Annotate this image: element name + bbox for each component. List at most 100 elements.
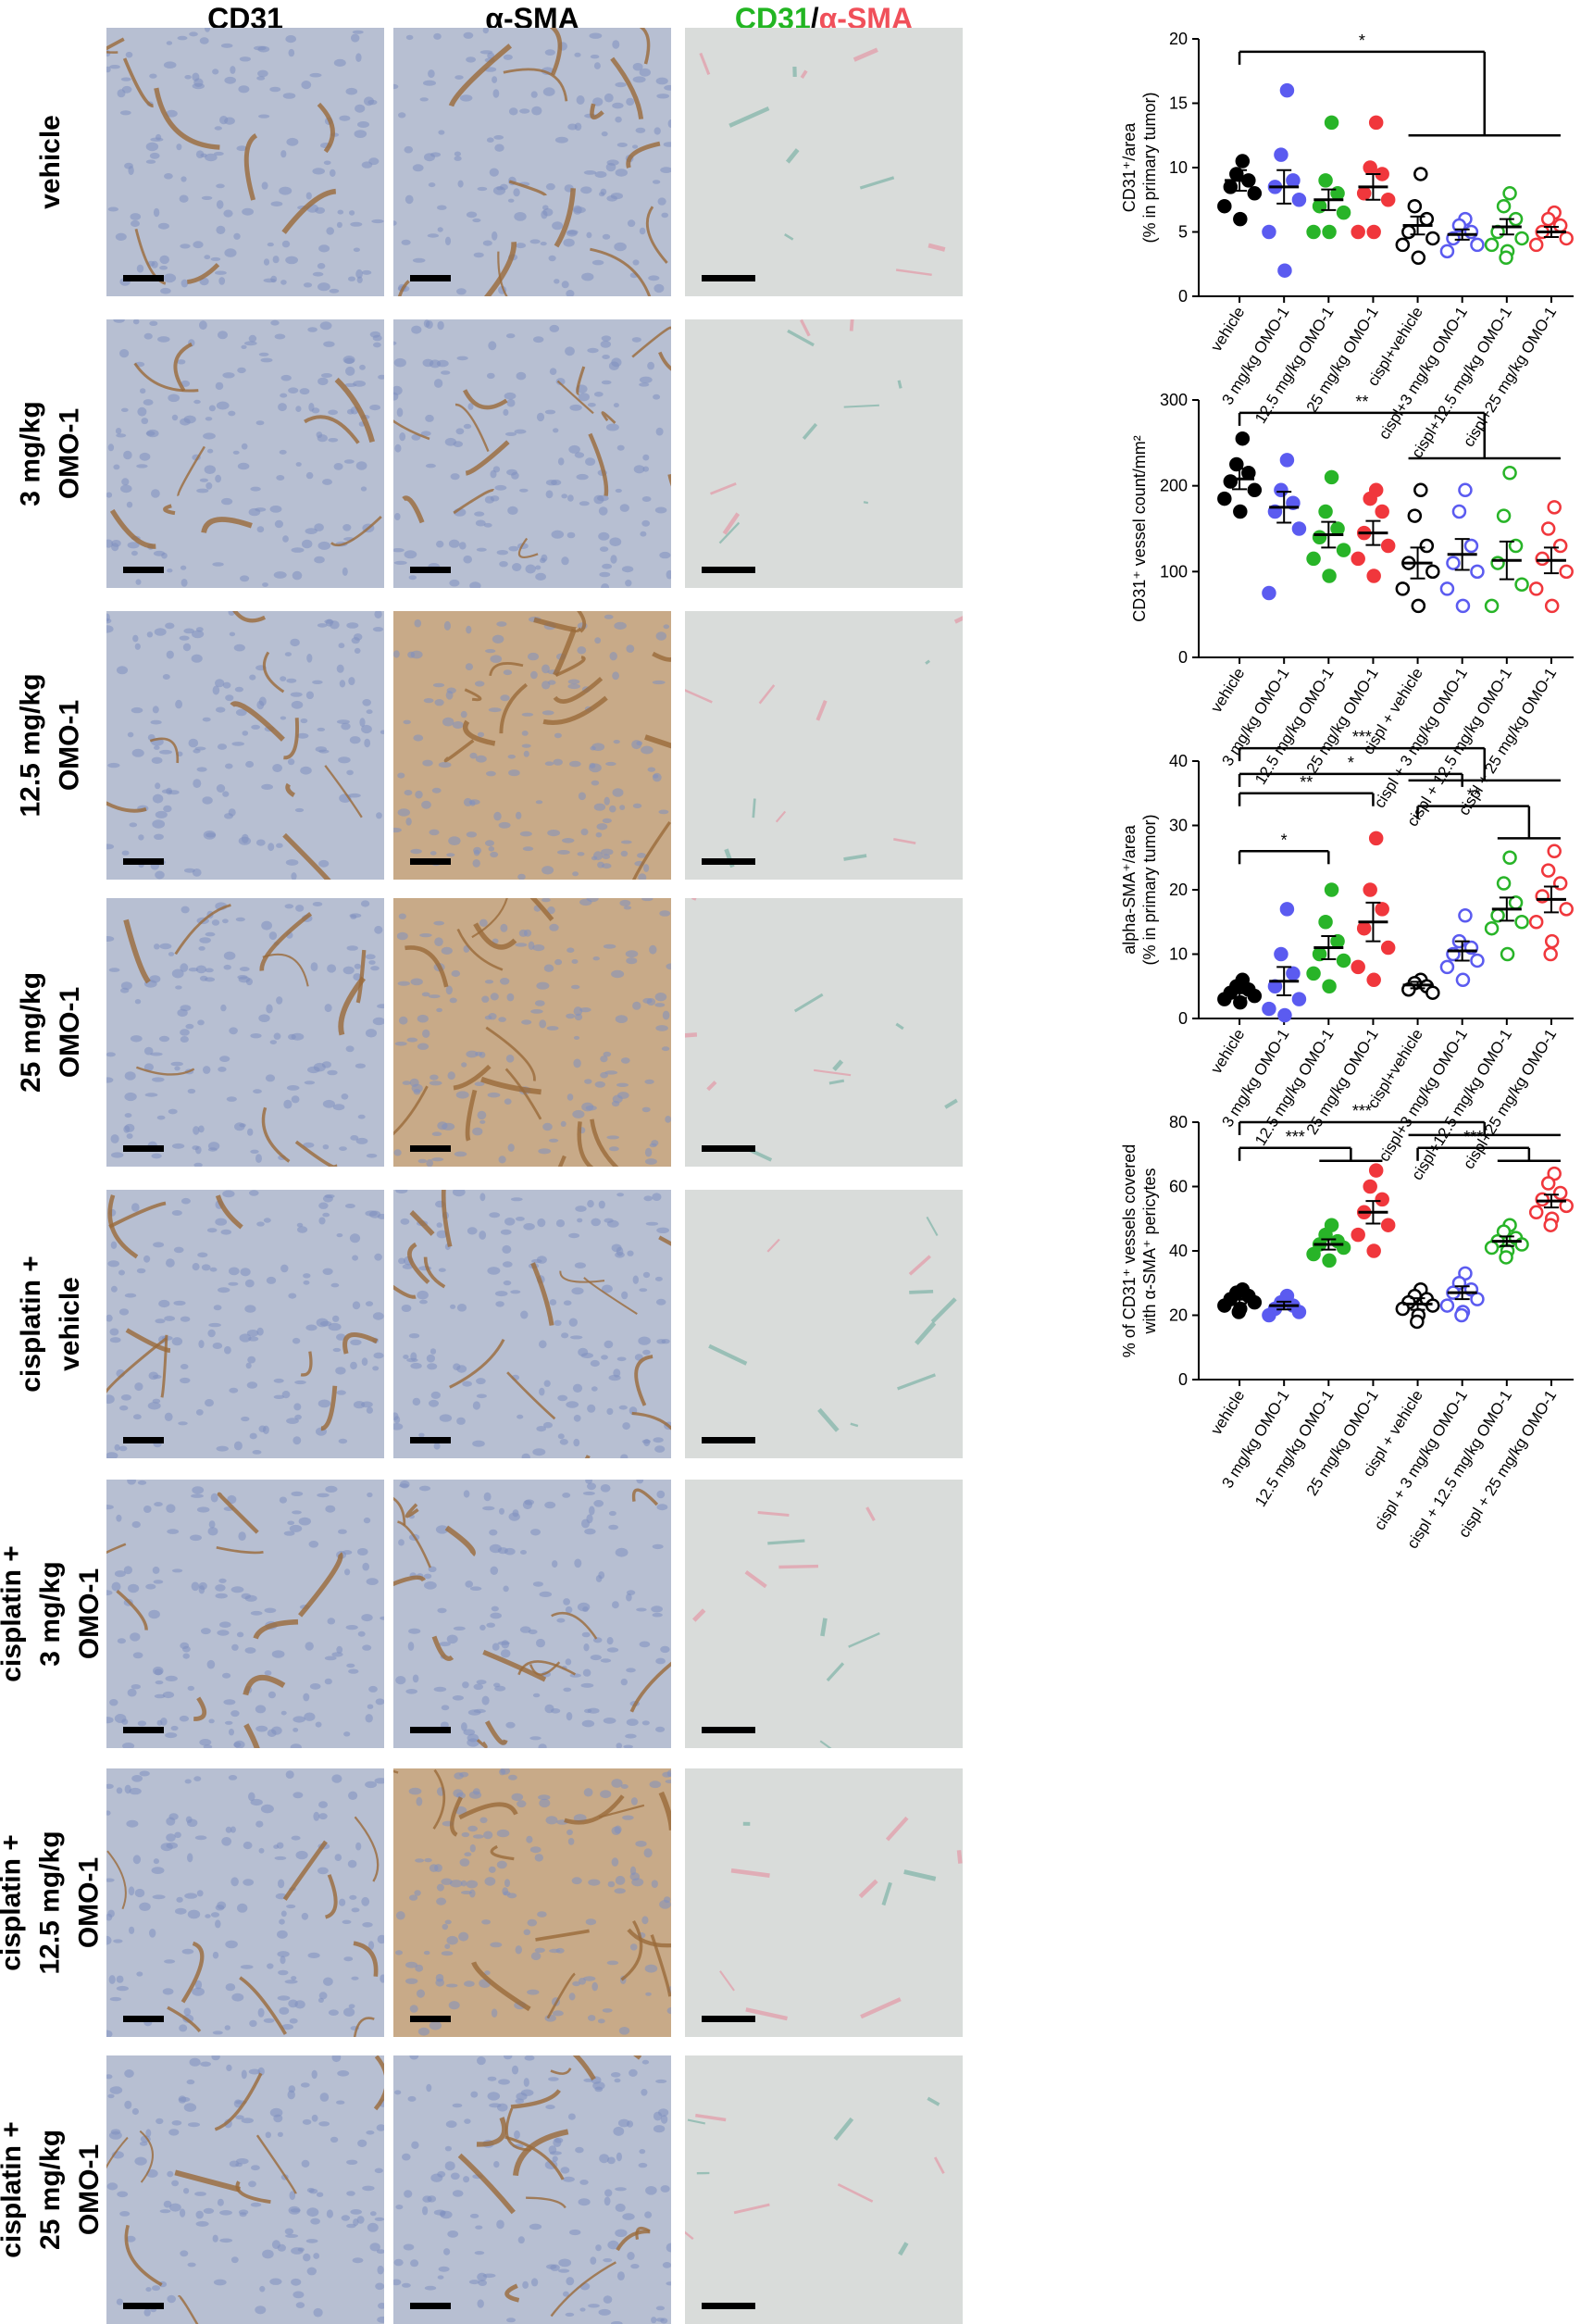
data-point <box>1235 431 1251 446</box>
data-point <box>1514 231 1529 246</box>
data-point <box>1528 581 1544 596</box>
scale-bar <box>410 2016 451 2022</box>
data-point <box>1368 831 1384 846</box>
data-point <box>1508 538 1524 554</box>
significance-label: ** <box>1355 393 1368 411</box>
data-point <box>1356 186 1372 201</box>
data-point <box>1223 474 1239 489</box>
data-point <box>1351 959 1365 975</box>
data-point <box>1375 1192 1389 1207</box>
data-point <box>1247 186 1263 201</box>
tissue-texture <box>106 898 384 1167</box>
data-point <box>1279 453 1295 468</box>
y-tick-label: 60 <box>1169 1178 1188 1196</box>
data-point <box>1217 1298 1232 1313</box>
tissue-texture <box>106 319 384 588</box>
x-tick-label: vehicle <box>1207 1387 1248 1438</box>
significance-label: * <box>1359 31 1365 50</box>
y-tick-label: 0 <box>1178 1009 1188 1028</box>
data-point <box>1496 198 1512 214</box>
scale-bar <box>410 567 451 573</box>
data-point <box>1528 237 1544 253</box>
data-point <box>1451 504 1467 519</box>
data-point <box>1291 1305 1307 1319</box>
data-point <box>1544 933 1560 949</box>
data-point <box>1547 500 1562 515</box>
data-point <box>1336 953 1351 968</box>
data-point <box>1411 250 1426 266</box>
y-axis-label: (% in primary tumor) <box>1140 814 1159 965</box>
row-label-text: cisplatin + vehicle <box>16 1256 85 1393</box>
scale-bar <box>410 275 451 281</box>
scale-bar <box>123 2016 164 2022</box>
y-tick-label: 10 <box>1169 945 1188 964</box>
data-point <box>1368 115 1384 131</box>
scale-bar <box>123 1727 164 1733</box>
data-point <box>1502 186 1517 201</box>
data-point <box>1470 237 1485 253</box>
row-label: 12.5 mg/kg OMO-1 <box>0 611 102 880</box>
data-point <box>1413 167 1428 181</box>
data-point <box>1375 504 1389 519</box>
tissue-texture <box>393 1190 671 1458</box>
data-point <box>1366 569 1381 583</box>
data-point <box>1233 211 1248 227</box>
significance-label: * <box>1281 831 1288 849</box>
data-point <box>1463 224 1479 240</box>
tissue-texture <box>685 28 963 296</box>
y-tick-label: 300 <box>1160 391 1188 409</box>
data-point <box>1279 902 1295 917</box>
cd31-micrograph <box>106 611 384 880</box>
tissue-texture <box>685 1768 963 2037</box>
data-point <box>1366 1243 1381 1258</box>
data-point <box>1543 946 1558 962</box>
data-point <box>1312 946 1327 962</box>
data-point <box>1262 585 1276 601</box>
data-point <box>1306 224 1321 240</box>
data-point <box>1277 263 1292 278</box>
data-point <box>1395 581 1411 596</box>
y-tick-label: 0 <box>1178 287 1188 306</box>
asma-micrograph <box>393 2055 671 2324</box>
data-point <box>1306 551 1321 567</box>
data-point <box>1425 564 1440 580</box>
scale-bar <box>123 858 164 865</box>
tissue-texture <box>106 28 384 296</box>
data-point <box>1454 1307 1469 1323</box>
data-point <box>1514 915 1529 930</box>
data-point <box>1470 1292 1485 1306</box>
data-point <box>1470 564 1485 580</box>
tissue-texture <box>685 1480 963 1748</box>
tissue-texture <box>685 611 963 880</box>
data-point <box>1330 521 1345 536</box>
dot-plot-3: 0 10 20 30 40 alpha-SMA⁺/area (% in primary tu… <box>1120 728 1574 1183</box>
data-point <box>1407 198 1423 214</box>
row-label: cisplatin + 12.5 mg/kg OMO-1 <box>0 1768 105 2037</box>
x-tick-label: 12.5 mg/kg OMO-1 <box>1251 1387 1338 1510</box>
y-axis-label: CD31⁺ vessel count/mm² <box>1130 435 1149 622</box>
tissue-texture <box>106 611 384 880</box>
data-point <box>1410 1314 1425 1330</box>
asma-micrograph <box>393 898 671 1167</box>
data-point <box>1324 115 1339 131</box>
data-point <box>1552 876 1568 891</box>
data-point <box>1366 972 1381 988</box>
data-point <box>1279 82 1295 98</box>
x-tick-label: vehicle <box>1207 1026 1248 1077</box>
data-point <box>1217 992 1232 1006</box>
data-point <box>1380 538 1396 554</box>
significance-label: *** <box>1352 1102 1372 1120</box>
data-point <box>1425 985 1440 1000</box>
data-point <box>1535 1192 1550 1207</box>
data-point <box>1407 508 1423 523</box>
tissue-texture <box>106 1190 384 1458</box>
x-tick-label: vehicle <box>1207 304 1248 355</box>
data-point <box>1439 1298 1455 1313</box>
header-merge-separator: / <box>810 2 819 35</box>
data-point <box>1351 1227 1365 1243</box>
data-point <box>1286 173 1301 188</box>
scale-bar <box>702 2303 755 2309</box>
data-point <box>1306 966 1321 981</box>
y-tick-label: 80 <box>1169 1113 1188 1131</box>
data-point <box>1446 556 1461 570</box>
